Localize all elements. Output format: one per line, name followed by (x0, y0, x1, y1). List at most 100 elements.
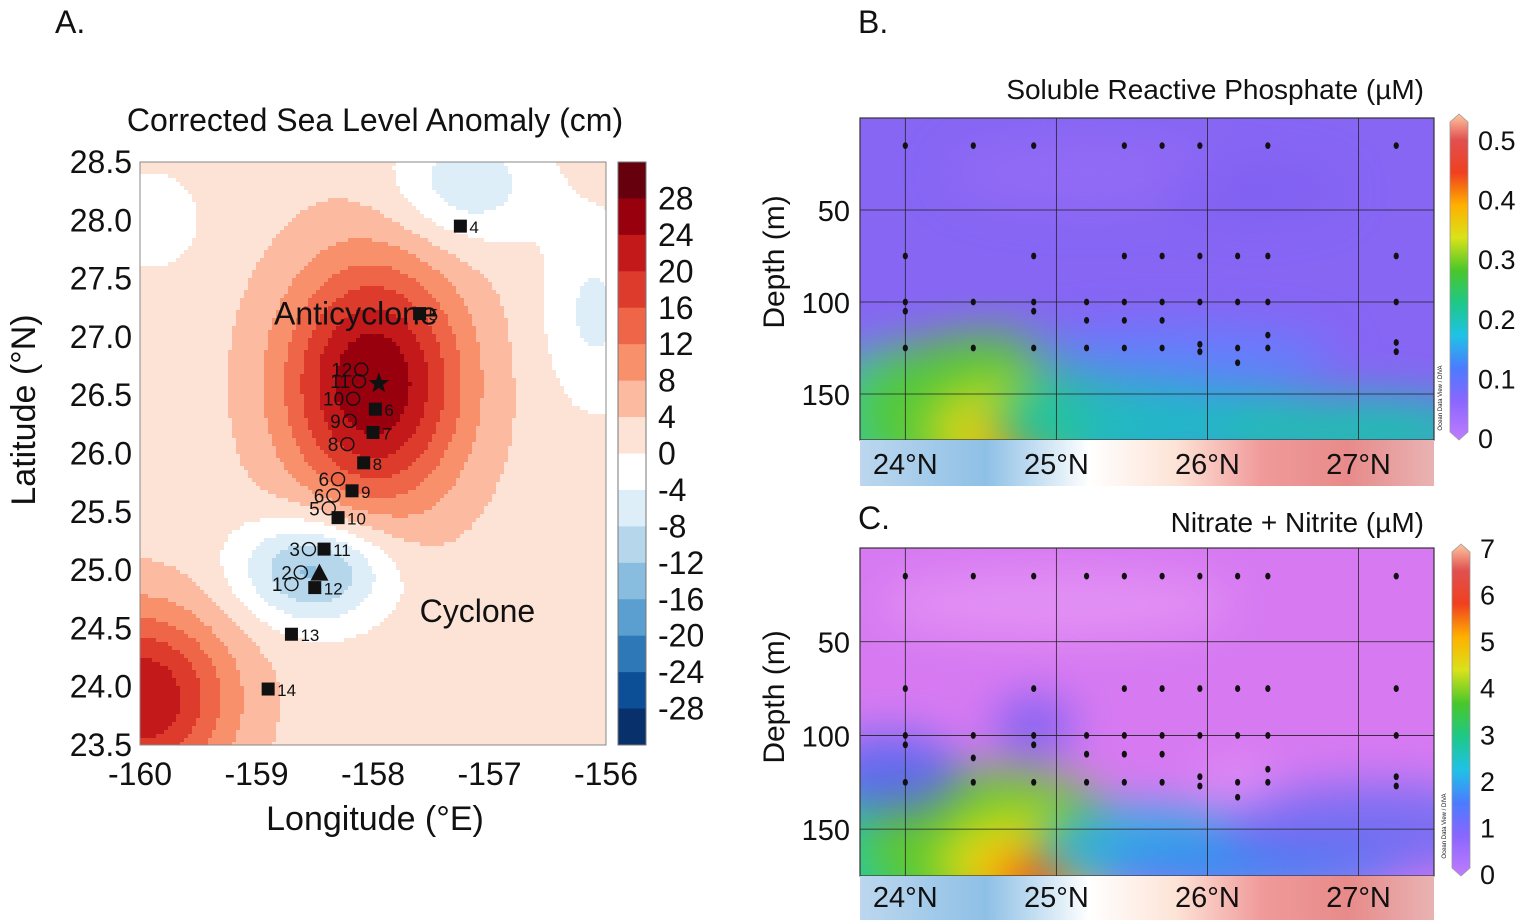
sla-cell (328, 310, 333, 315)
sla-cell (444, 250, 449, 255)
sla-cell (404, 266, 409, 271)
sla-cell (532, 242, 537, 247)
sla-cell (164, 222, 169, 227)
sla-cell (560, 198, 565, 203)
sla-cell (304, 242, 309, 247)
sla-cell (304, 182, 309, 187)
sla-cell (452, 242, 457, 247)
sla-cell (164, 182, 169, 187)
sla-cell (424, 178, 429, 183)
sla-cell (596, 206, 601, 211)
sla-cell (172, 258, 177, 263)
sla-cell (524, 298, 529, 303)
sla-cell (168, 166, 173, 171)
sla-cell (552, 194, 557, 199)
sla-cell (588, 242, 593, 247)
sla-cell (160, 286, 165, 291)
sla-cell (452, 306, 457, 311)
sla-cell (372, 302, 377, 307)
sla-cell (152, 186, 157, 191)
sla-cell (372, 174, 377, 179)
sla-cell (224, 270, 229, 275)
sla-cell (380, 166, 385, 171)
sla-cell (356, 322, 361, 327)
sla-cell (328, 282, 333, 287)
sla-cell (220, 186, 225, 191)
sla-cell (252, 174, 257, 179)
sla-cell (328, 322, 333, 327)
sla-cell (448, 262, 453, 267)
sla-cell (468, 286, 473, 291)
sla-cell (516, 262, 521, 267)
sla-cell (536, 294, 541, 299)
sla-cell (500, 210, 505, 215)
sla-cell (552, 314, 557, 319)
sla-cell (544, 322, 549, 327)
sla-cell (580, 306, 585, 311)
sla-cell (464, 162, 469, 167)
sla-cell (504, 178, 509, 183)
sla-cell (440, 222, 445, 227)
sla-cell (348, 182, 353, 187)
sla-cell (300, 202, 305, 207)
sla-cell (168, 322, 173, 327)
sla-cell (240, 250, 245, 255)
sla-cell (264, 218, 269, 223)
sla-cell (316, 230, 321, 235)
sla-cell (416, 218, 421, 223)
sla-cell (456, 162, 461, 167)
sla-cell (340, 194, 345, 199)
sla-cell (196, 238, 201, 243)
sla-cell (464, 266, 469, 271)
sla-cell (204, 322, 209, 327)
sla-cell (564, 270, 569, 275)
sla-cell (412, 238, 417, 243)
sla-cell (400, 218, 405, 223)
sla-cell (184, 166, 189, 171)
sla-cell (180, 218, 185, 223)
sla-cell (492, 190, 497, 195)
sla-cell (156, 162, 161, 167)
sla-cell (276, 162, 281, 167)
sla-cell (152, 330, 157, 335)
sla-cell (512, 258, 517, 263)
sla-cell (368, 206, 373, 211)
sla-cell (544, 266, 549, 271)
sla-cell (308, 322, 313, 327)
sla-cell (476, 266, 481, 271)
sla-cell (252, 254, 257, 259)
sla-cell (204, 170, 209, 175)
sla-cell (328, 206, 333, 211)
sla-cell (548, 162, 553, 167)
sla-cell (536, 214, 541, 219)
sla-cell (380, 174, 385, 179)
sla-cell (204, 222, 209, 227)
sla-cell (208, 318, 213, 323)
sla-cell (276, 274, 281, 279)
sla-cell (532, 274, 537, 279)
sla-cell (592, 254, 597, 259)
sla-cell (436, 194, 441, 199)
sla-cell (504, 218, 509, 223)
sla-cell (492, 198, 497, 203)
sla-cell (272, 234, 277, 239)
sla-cell (468, 250, 473, 255)
sla-cell (404, 298, 409, 303)
sla-cell (320, 298, 325, 303)
sla-cell (280, 174, 285, 179)
sla-cell (572, 310, 577, 315)
sla-cell (480, 166, 485, 171)
sla-cell (252, 274, 257, 279)
sla-cell (432, 246, 437, 251)
sla-cell (372, 274, 377, 279)
sla-cell (140, 218, 145, 223)
sla-cell (296, 198, 301, 203)
sla-cell (548, 306, 553, 311)
sla-cell (320, 246, 325, 251)
sla-cell (416, 254, 421, 259)
sla-cell (152, 290, 157, 295)
sla-cell (196, 306, 201, 311)
sla-cell (432, 254, 437, 259)
sla-cell (436, 250, 441, 255)
sla-cell (520, 182, 525, 187)
